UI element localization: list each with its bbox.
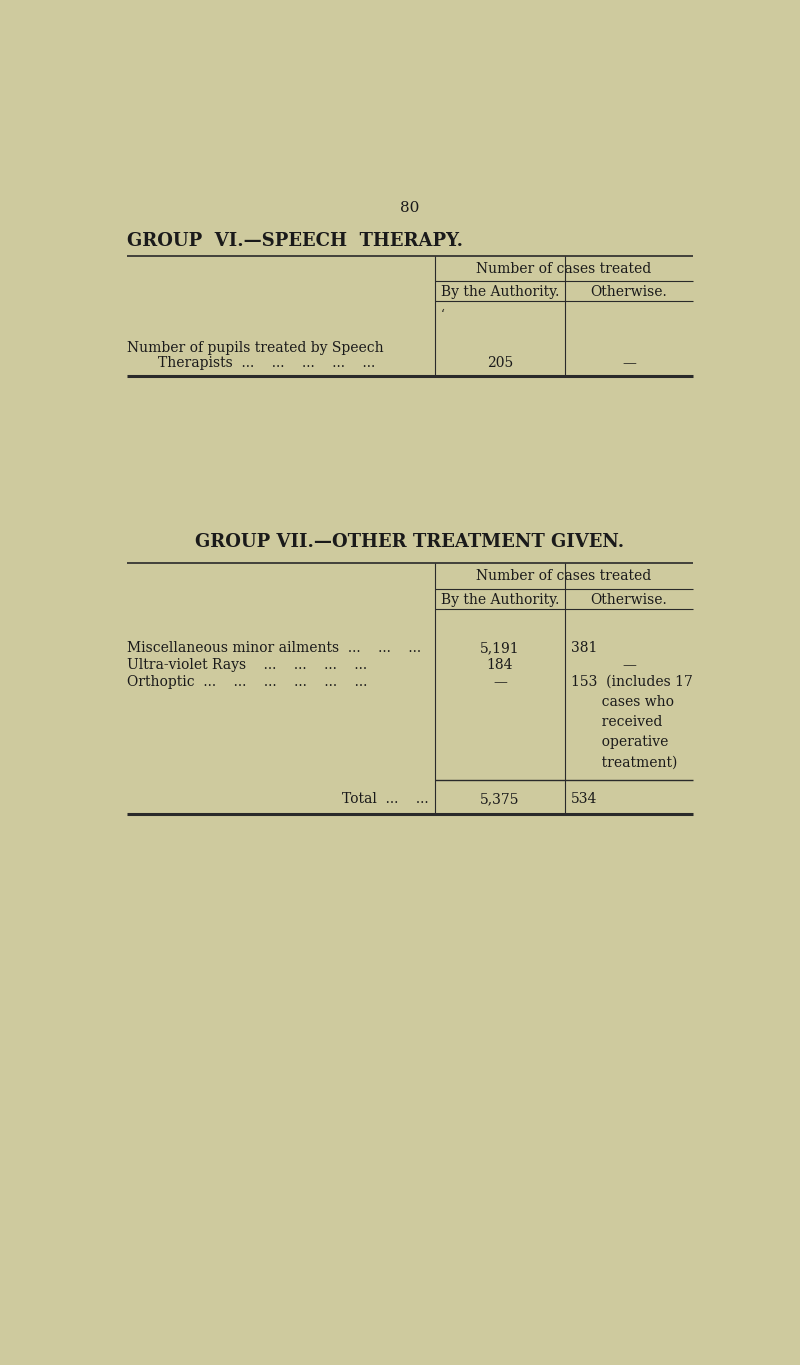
Text: Number of pupils treated by Speech: Number of pupils treated by Speech: [127, 341, 384, 355]
Text: ‘: ‘: [441, 308, 445, 322]
Text: Miscellaneous minor ailments  ...    ...    ...: Miscellaneous minor ailments ... ... ...: [127, 642, 422, 655]
Text: Number of cases treated: Number of cases treated: [476, 262, 651, 276]
Text: 5,191: 5,191: [480, 642, 520, 655]
Text: Total  ...    ...: Total ... ...: [342, 792, 429, 807]
Text: GROUP VII.—OTHER TREATMENT GIVEN.: GROUP VII.—OTHER TREATMENT GIVEN.: [195, 534, 625, 551]
Text: GROUP  VI.—SPEECH  THERAPY.: GROUP VI.—SPEECH THERAPY.: [127, 232, 463, 250]
Text: 80: 80: [400, 201, 420, 214]
Text: Ultra-violet Rays    ...    ...    ...    ...: Ultra-violet Rays ... ... ... ...: [127, 658, 367, 672]
Text: Therapists  ...    ...    ...    ...    ...: Therapists ... ... ... ... ...: [158, 356, 375, 370]
Text: 381: 381: [571, 642, 598, 655]
Text: Otherwise.: Otherwise.: [590, 594, 667, 607]
Text: 5,375: 5,375: [480, 792, 520, 807]
Text: —: —: [493, 676, 507, 689]
Text: By the Authority.: By the Authority.: [441, 594, 559, 607]
Text: By the Authority.: By the Authority.: [441, 285, 559, 299]
Text: Number of cases treated: Number of cases treated: [476, 569, 651, 583]
Text: 534: 534: [571, 792, 598, 807]
Text: —: —: [622, 356, 636, 370]
Text: 153  (includes 17
       cases who
       received
       operative
       treat: 153 (includes 17 cases who received oper…: [571, 676, 693, 770]
Text: —: —: [622, 658, 636, 672]
Text: 205: 205: [486, 356, 513, 370]
Text: Orthoptic  ...    ...    ...    ...    ...    ...: Orthoptic ... ... ... ... ... ...: [127, 676, 367, 689]
Text: Otherwise.: Otherwise.: [590, 285, 667, 299]
Text: 184: 184: [486, 658, 513, 672]
